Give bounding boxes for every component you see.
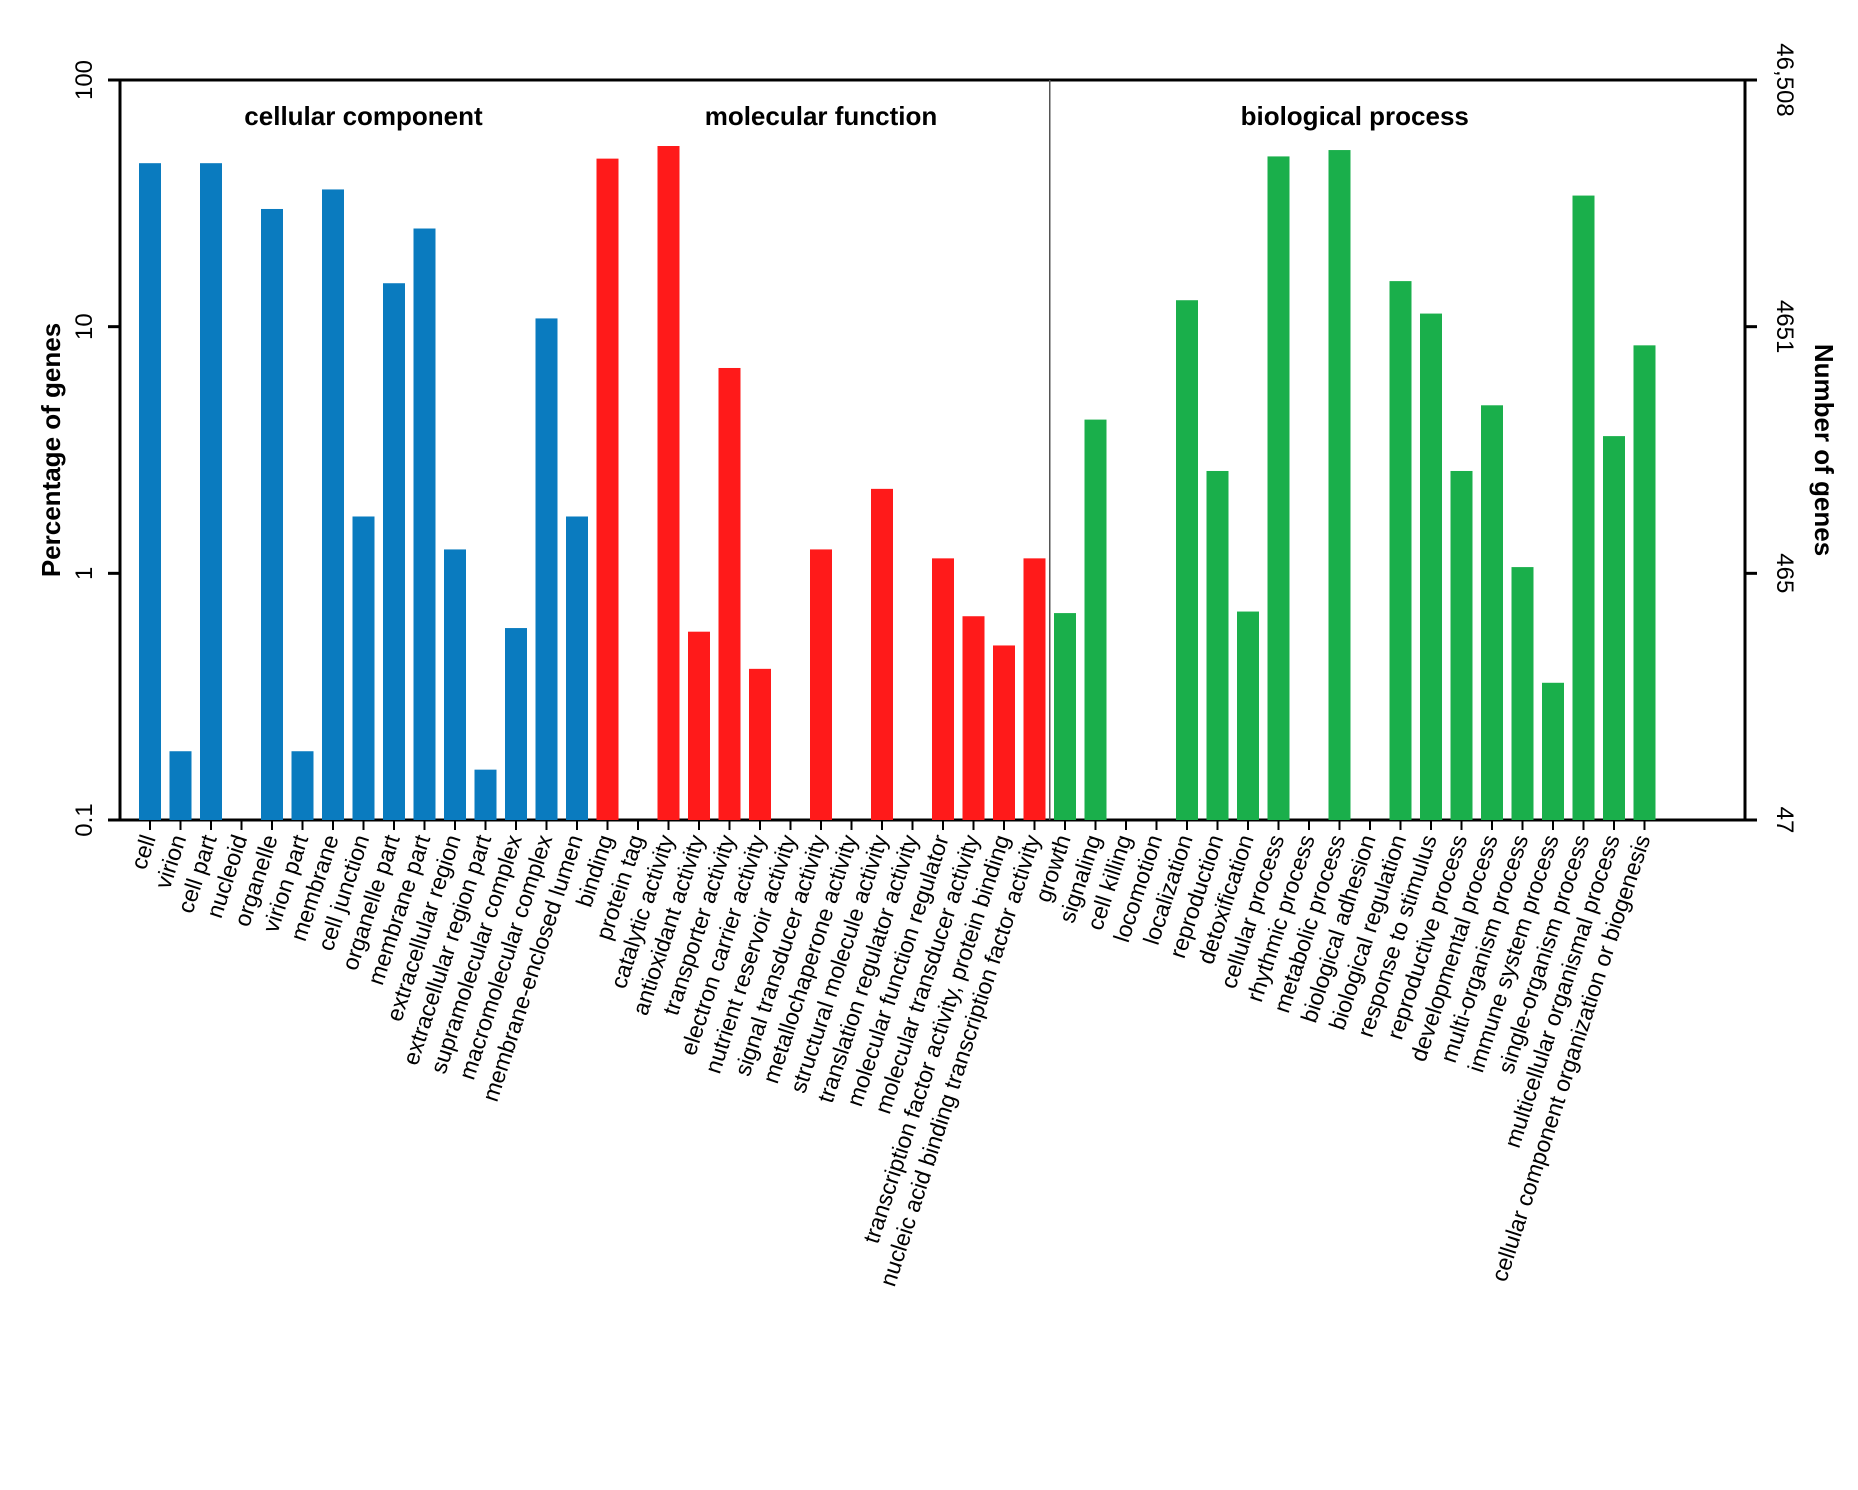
bar-biological-process [1603, 436, 1625, 820]
y-tick-label-right: 46,508 [1771, 43, 1798, 116]
section-label: molecular function [705, 101, 938, 131]
bar-cellular-component [413, 228, 436, 821]
bar-molecular-function [1023, 558, 1046, 820]
bar-biological-process [1633, 345, 1656, 820]
bar-cellular-component [200, 163, 222, 820]
bar-molecular-function [932, 558, 954, 820]
bar-molecular-function [871, 488, 893, 820]
bar-cellular-component [474, 769, 497, 820]
bar-cellular-component [383, 283, 405, 820]
bar-biological-process [1267, 156, 1290, 820]
bar-cellular-component [261, 208, 283, 821]
bar-molecular-function [749, 668, 771, 820]
bar-biological-process [1450, 470, 1473, 820]
bar-cellular-component [535, 318, 558, 820]
bar-cellular-component [352, 516, 375, 820]
bar-cellular-component [169, 751, 192, 820]
bar-biological-process [1572, 195, 1595, 820]
y-tick-label-left: 100 [71, 60, 98, 100]
bar-molecular-function [688, 631, 710, 820]
bar-biological-process [1542, 682, 1564, 820]
bar-biological-process [1084, 419, 1107, 820]
bar-biological-process [1054, 613, 1076, 820]
section-label: cellular component [244, 101, 483, 131]
y-axis-title-left: Percentage of genes [36, 323, 66, 577]
bar-molecular-function [993, 645, 1015, 820]
bar-biological-process [1389, 281, 1412, 820]
y-tick-label-right: 465 [1771, 553, 1798, 593]
bar-cellular-component [139, 163, 161, 820]
bar-cellular-component [291, 751, 314, 820]
bar-biological-process [1511, 567, 1534, 820]
y-tick-label-right: 47 [1771, 807, 1798, 834]
bar-cellular-component [505, 628, 527, 820]
y-tick-label-left: 1 [71, 567, 98, 580]
bar-biological-process [1206, 470, 1229, 820]
section-label: biological process [1241, 101, 1469, 131]
bar-biological-process [1420, 313, 1442, 820]
bar-biological-process [1237, 611, 1259, 820]
y-tick-label-left: 10 [71, 313, 98, 340]
bar-biological-process [1328, 150, 1351, 821]
bar-biological-process [1176, 300, 1198, 820]
y-axis-title-right: Number of genes [1809, 344, 1839, 556]
bar-molecular-function [962, 616, 985, 820]
y-tick-label-left: 0.1 [71, 803, 98, 836]
bar-cellular-component [444, 549, 466, 820]
bar-biological-process [1481, 405, 1503, 820]
bar-molecular-function [596, 158, 619, 820]
y-tick-label-right: 4651 [1771, 300, 1798, 353]
bar-cellular-component [322, 189, 344, 821]
bar-molecular-function [718, 367, 741, 820]
bar-cellular-component [566, 516, 588, 820]
bar-molecular-function [810, 549, 832, 820]
bar-molecular-function [657, 146, 680, 821]
